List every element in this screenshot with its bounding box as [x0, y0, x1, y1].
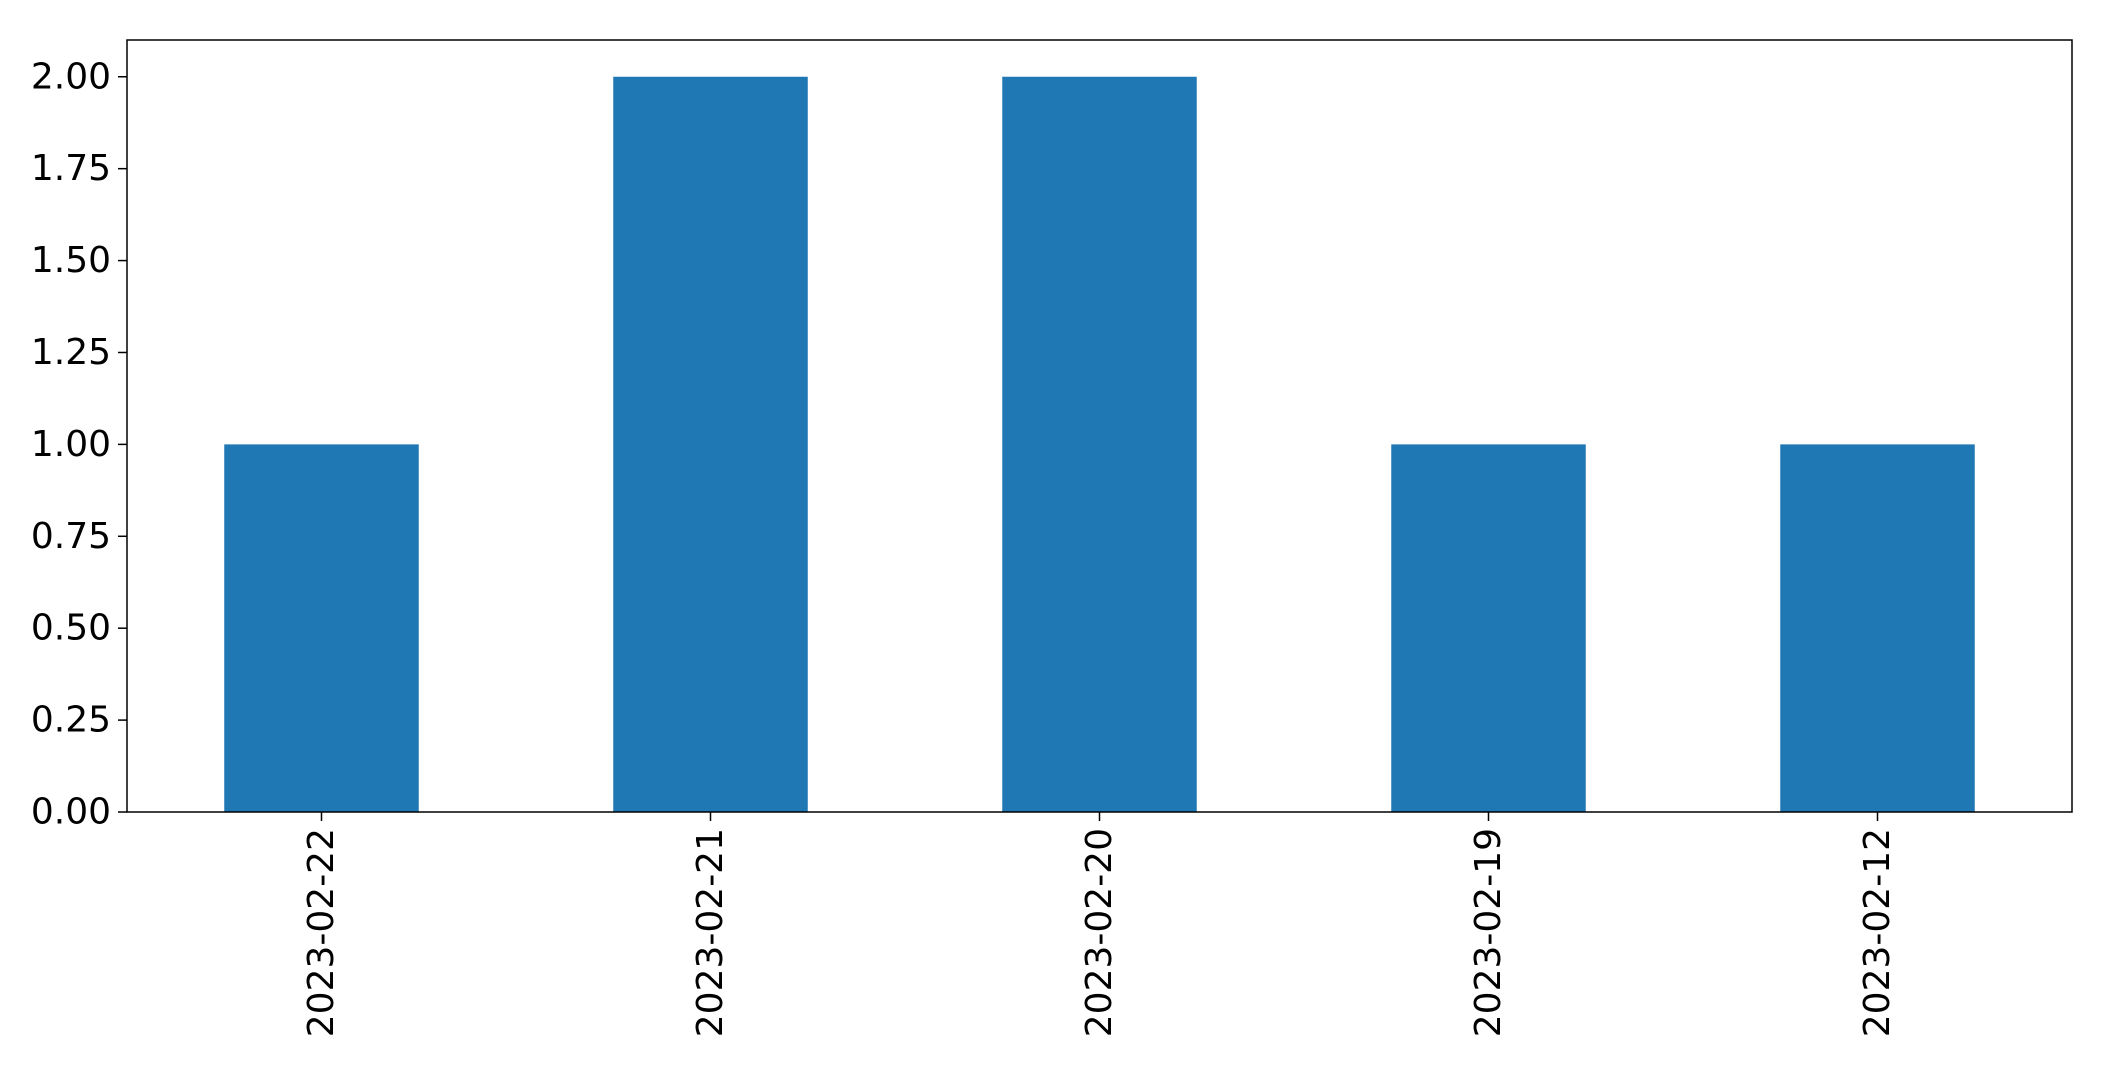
y-tick-label: 1.25	[31, 332, 111, 373]
y-tick-label: 1.00	[31, 424, 111, 465]
x-tick-label: 2023-02-21	[690, 828, 731, 1037]
bar-2023-02-20	[1002, 76, 1197, 812]
x-tick-label: 2023-02-20	[1079, 828, 1120, 1037]
plot-frame	[126, 39, 2073, 813]
bars-layer	[224, 76, 1975, 812]
x-tick-label: 2023-02-22	[301, 828, 342, 1037]
y-tick-label: 0.25	[31, 700, 111, 741]
x-axis-ticks: 2023-02-22 2023-02-21 2023-02-20 2023-02-19…	[301, 812, 1898, 1037]
x-tick-label: 2023-02-19	[1468, 828, 1509, 1037]
y-tick-label: 1.75	[31, 148, 111, 189]
y-tick-label: 1.50	[31, 240, 111, 281]
y-axis-ticks: 0.00 0.25 0.50 0.75 1.00 1.25 1.50 1.75 2.00	[31, 56, 127, 833]
x-tick-label: 2023-02-12	[1857, 828, 1898, 1037]
y-tick-label: 0.50	[31, 608, 111, 649]
bar-2023-02-12	[1780, 444, 1975, 812]
y-tick-label: 0.75	[31, 516, 111, 557]
y-tick-label: 0.00	[31, 792, 111, 833]
y-tick-label: 2.00	[31, 56, 111, 97]
bar-2023-02-22	[224, 444, 419, 812]
bar-2023-02-19	[1391, 444, 1586, 812]
bar-2023-02-21	[613, 76, 808, 812]
